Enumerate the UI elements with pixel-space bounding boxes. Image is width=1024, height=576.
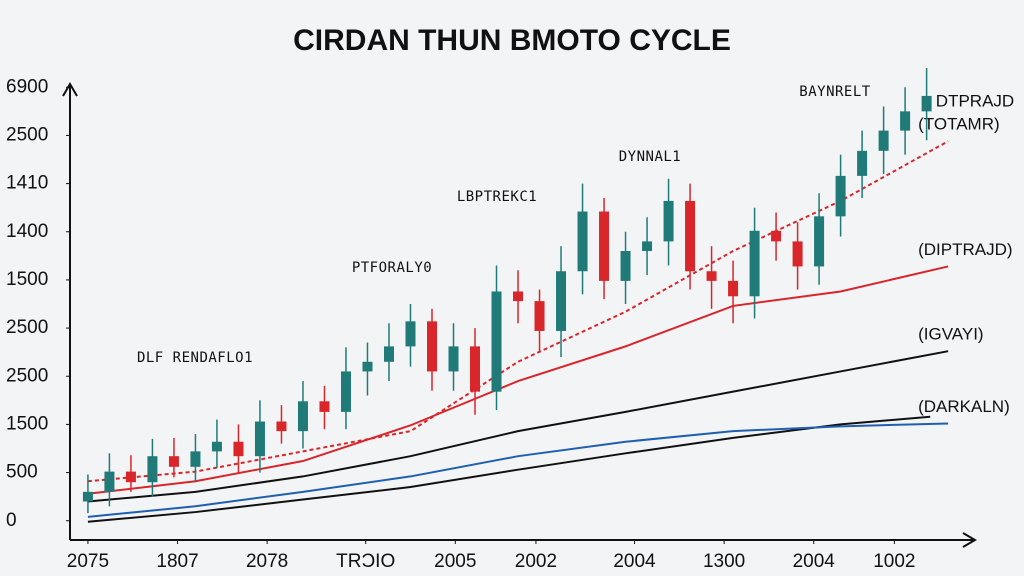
candle-body [771,230,782,242]
candle-body [685,200,696,272]
candle-body [835,175,846,217]
x-tick-label: 2078 [246,551,288,572]
series-label: (IGVAYI) [918,325,984,344]
candle-body [125,471,136,483]
series-line [87,422,949,518]
candle-body [147,456,158,483]
candle-body [297,401,308,432]
candle-body [104,471,115,492]
candle-body [577,211,588,272]
candle-body [814,216,825,267]
y-tick-label: 0 [6,510,17,531]
x-axis-arrow [962,532,977,548]
candle-body [749,230,760,297]
y-tick-label: 6900 [6,76,48,97]
y-tick-label: 1410 [6,173,48,194]
candle-body [728,280,739,297]
x-tick-label: 2004 [613,551,656,572]
annotation: PTFORALY0 [352,260,432,276]
y-tick-label: 2500 [6,317,48,338]
candle-body [168,456,179,467]
chart-title: CIRDAN THUN BMOTO CYCLE [293,24,731,57]
candle-body [642,241,653,252]
x-tick-label: 1300 [703,551,745,572]
lines: (DIPTRAJD) (TOTAMR) (IGVAYI) (DARKALN) [87,115,1013,523]
x-tick-label: 1002 [873,551,915,572]
series-label: (TOTAMR) [918,115,1000,134]
candle-body [857,150,868,176]
annotation: LBPTREKC1 [457,189,537,205]
candle-body [82,491,93,502]
candle-body [211,441,222,452]
candle-body [340,371,351,412]
candle-body [405,321,416,347]
series-line [87,265,949,495]
x-tick-label: 2005 [434,551,476,572]
y-tick-label: 500 [6,462,38,483]
annotation: DYNNAL1 [619,149,682,165]
series-label: (DIPTRAJD) [918,240,1012,259]
series-label: (DARKALN) [918,397,1010,416]
candle-body [792,241,803,267]
candle-body [319,401,330,412]
y-tick-label: 1500 [6,413,48,434]
candle-body [276,421,287,432]
candle-body [362,361,373,372]
candle-body [620,251,631,281]
annotation: BAYNRELT [799,84,871,100]
y-tick-label: 1500 [6,269,48,290]
candle-body [900,111,911,131]
axes [62,82,977,548]
series-line [87,350,949,503]
candle-body [556,271,567,331]
candle-body [513,291,524,302]
x-tick-label: 2075 [67,551,109,572]
candle-body [383,346,394,362]
candle-body [448,346,459,372]
y-tick-label: 1400 [6,221,48,242]
candle-body [190,451,201,467]
x-tick-label: 1807 [156,551,198,572]
candle-body [878,130,889,151]
candle-body [706,271,717,281]
candle-body [254,421,265,457]
y-tick-label: 2500 [6,365,48,386]
x-tick-label: TRƆIO [336,551,395,572]
candle-body [233,441,244,457]
candle-body [427,321,437,372]
candle-body [470,346,481,392]
annotation: DLF RENDAFLO1 [137,350,253,366]
x-tick-label: 2002 [515,551,557,572]
candle-body [663,200,674,242]
y-tick-label: 2500 [6,124,48,145]
candle-body [491,291,502,392]
candle-body [534,301,545,331]
annotation: DTPRAJD [936,91,1014,110]
candle-body [599,211,610,281]
candle-body [921,95,932,112]
y-axis-arrow [62,82,78,97]
x-tick-label: 2004 [793,551,836,572]
